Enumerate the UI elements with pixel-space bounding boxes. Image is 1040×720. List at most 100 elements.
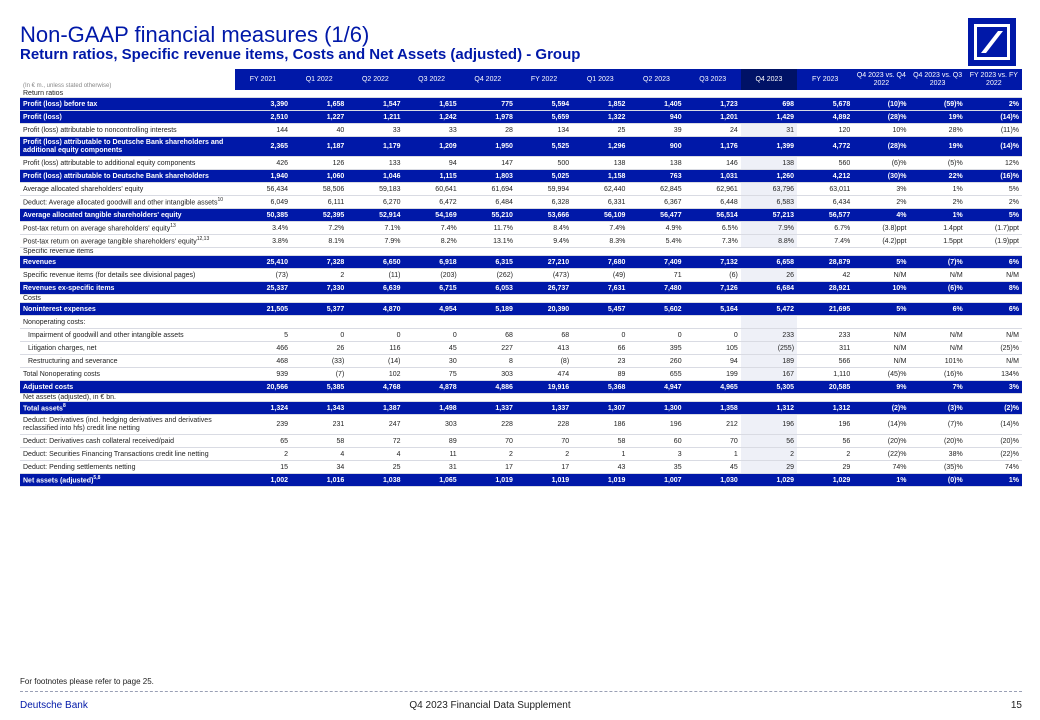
table-cell: 1,547 xyxy=(347,97,404,111)
row-label-text: Costs xyxy=(23,295,41,302)
table-cell: (262) xyxy=(459,268,516,282)
table-cell: (35)% xyxy=(909,460,966,474)
row-label: Impairment of goodwill and other intangi… xyxy=(20,328,235,342)
table-cell: (73) xyxy=(234,268,292,282)
table-cell: 7,126 xyxy=(684,281,741,295)
table-cell: 33 xyxy=(403,123,460,137)
table-cell: (14)% xyxy=(965,414,1022,435)
table-cell: 5,602 xyxy=(628,302,685,316)
footer-divider xyxy=(20,691,1022,692)
table-cell: 5,457 xyxy=(572,302,629,316)
table-cell: (7)% xyxy=(909,414,966,435)
table-cell: 1,300 xyxy=(628,401,685,415)
table-cell: 1,322 xyxy=(572,110,629,124)
table-cell: (3)% xyxy=(909,401,966,415)
table-cell: N/M xyxy=(965,268,1022,282)
table-cell: 39 xyxy=(628,123,685,137)
column-header: FY 2023 xyxy=(797,69,854,90)
table-cell: 1,179 xyxy=(347,136,404,157)
table-cell: 5,189 xyxy=(459,302,516,316)
table-cell: 34 xyxy=(291,460,348,474)
table-cell: 43 xyxy=(572,460,629,474)
row-label: Net assets (adjusted)5,8 xyxy=(20,473,235,487)
table-cell: 1,498 xyxy=(403,401,460,415)
table-row: Deduct: Securities Financing Transaction… xyxy=(20,447,1022,461)
table-cell: 1,950 xyxy=(459,136,516,157)
deutsche-bank-logo xyxy=(968,18,1016,66)
table-cell xyxy=(965,315,1022,329)
table-cell: 56,514 xyxy=(684,208,741,222)
table-cell: 27,210 xyxy=(515,255,573,269)
table-cell: 1,307 xyxy=(572,401,629,415)
table-cell: 1,029 xyxy=(740,473,798,487)
table-cell: 3% xyxy=(965,380,1022,394)
table-cell: 74% xyxy=(853,460,910,474)
table-cell: 2 xyxy=(291,268,348,282)
column-header: Q1 2022 xyxy=(291,69,348,90)
table-cell: 6,049 xyxy=(234,195,292,209)
table-cell: 63,796 xyxy=(740,182,798,196)
table-cell: 247 xyxy=(347,414,404,435)
table-cell: 7,328 xyxy=(291,255,348,269)
table-cell: 58 xyxy=(572,434,629,448)
table-cell: 19% xyxy=(909,136,966,157)
table-cell: 1,046 xyxy=(347,169,404,183)
row-label: Litigation charges, net xyxy=(20,341,235,355)
table-cell: 7.4% xyxy=(797,234,854,248)
table-cell: 6,715 xyxy=(403,281,460,295)
table-cell: 5% xyxy=(853,255,910,269)
table-cell: N/M xyxy=(965,328,1022,342)
row-label: Deduct: Securities Financing Transaction… xyxy=(20,447,235,461)
table-cell: 0 xyxy=(347,328,404,342)
row-label-text: Restructuring and severance xyxy=(28,357,118,365)
table-cell: 55,210 xyxy=(459,208,516,222)
row-label-text: Profit (loss) attributable to additional… xyxy=(23,159,196,167)
column-header: Q4 2023 vs. Q3 2023 xyxy=(909,69,966,90)
table-cell: 4,870 xyxy=(347,302,404,316)
table-cell: 1,387 xyxy=(347,401,404,415)
page-subtitle: Return ratios, Specific revenue items, C… xyxy=(20,46,581,63)
row-label-text: Profit (loss) attributable to noncontrol… xyxy=(23,126,177,134)
table-cell: 1,007 xyxy=(628,473,685,487)
table-cell: 0 xyxy=(403,328,460,342)
table-cell: (49) xyxy=(572,268,629,282)
table-cell: 75 xyxy=(403,367,460,381)
table-cell: 146 xyxy=(684,156,741,170)
page-number: 15 xyxy=(1010,700,1022,711)
table-row: Profit (loss) 2,510 1,227 1,211 1,242 1,978 5,… xyxy=(20,110,1022,124)
table-row: Deduct: Derivatives cash collateral rece… xyxy=(20,434,1022,448)
table-cell: 8 xyxy=(459,354,516,368)
unit-note: (In € m., unless stated otherwise) xyxy=(20,69,235,90)
table-cell: 138 xyxy=(628,156,685,170)
table-cell: 1,110 xyxy=(797,367,854,381)
table-cell: 6% xyxy=(965,302,1022,316)
table-cell: (2)% xyxy=(965,401,1022,415)
table-cell: 1,399 xyxy=(740,136,798,157)
table-cell xyxy=(459,315,516,329)
table-cell: 10% xyxy=(853,281,910,295)
table-cell: (22)% xyxy=(965,447,1022,461)
row-label-text: Deduct: Average allocated goodwill and o… xyxy=(23,199,218,207)
section-header: Costs xyxy=(20,294,1022,303)
table-cell: 7,330 xyxy=(291,281,348,295)
table-cell: 116 xyxy=(347,341,404,355)
column-header: FY 2021 xyxy=(234,69,292,90)
row-label-text: Deduct: Pending settlements netting xyxy=(23,463,136,471)
table-cell: 20,566 xyxy=(234,380,292,394)
table-cell: (14)% xyxy=(965,110,1022,124)
table-cell: 5,305 xyxy=(740,380,798,394)
table-cell: (473) xyxy=(515,268,573,282)
section-header: Return ratios xyxy=(20,90,1022,98)
table-cell: 196 xyxy=(628,414,685,435)
table-cell: 1,065 xyxy=(403,473,460,487)
table-cell: 7,631 xyxy=(572,281,629,295)
table-cell: (1.7)ppt xyxy=(965,221,1022,235)
column-header: Q4 2023 xyxy=(740,69,798,90)
table-cell: 56,477 xyxy=(628,208,685,222)
table-row: Adjusted costs 20,566 5,385 4,768 4,878 4,886… xyxy=(20,380,1022,394)
table-cell: 31 xyxy=(740,123,798,137)
table-cell: N/M xyxy=(965,354,1022,368)
table-row: Profit (loss) attributable to Deutsche B… xyxy=(20,169,1022,183)
table-row: Total assets8 1,324 1,343 1,387 1,498 1,337 1,… xyxy=(20,401,1022,415)
table-cell: 31 xyxy=(403,460,460,474)
